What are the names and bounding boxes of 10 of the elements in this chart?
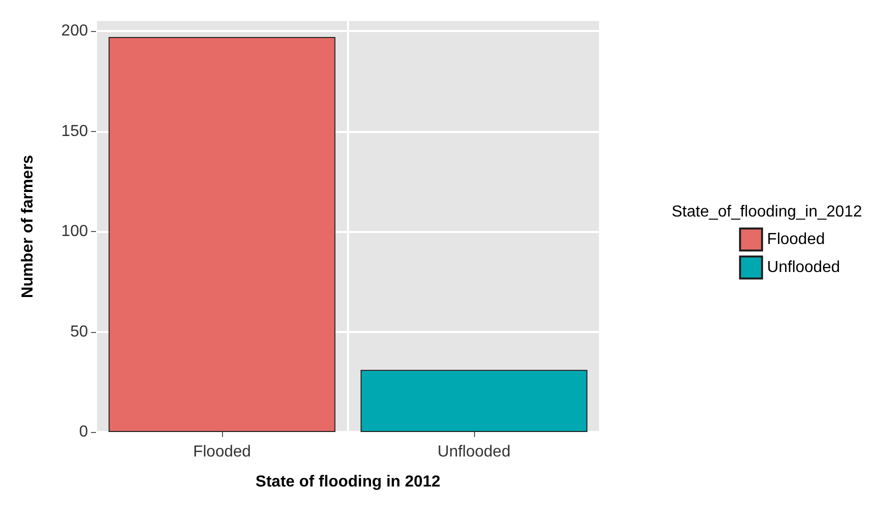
legend-label: Unflooded [767, 259, 840, 276]
y-tick-label: 200 [61, 22, 88, 40]
y-tick-label: 50 [70, 323, 88, 340]
y-tick-label: 150 [61, 122, 88, 140]
legend-label: Flooded [767, 231, 825, 248]
y-axis-title: Number of farmers [20, 154, 36, 298]
y-tick-label: 100 [61, 223, 88, 240]
x-axis-title: State of flooding in 2012 [256, 474, 441, 490]
y-tick-label: 0 [79, 424, 88, 440]
legend-title: State_of_flooding_in_2012 [672, 204, 862, 220]
